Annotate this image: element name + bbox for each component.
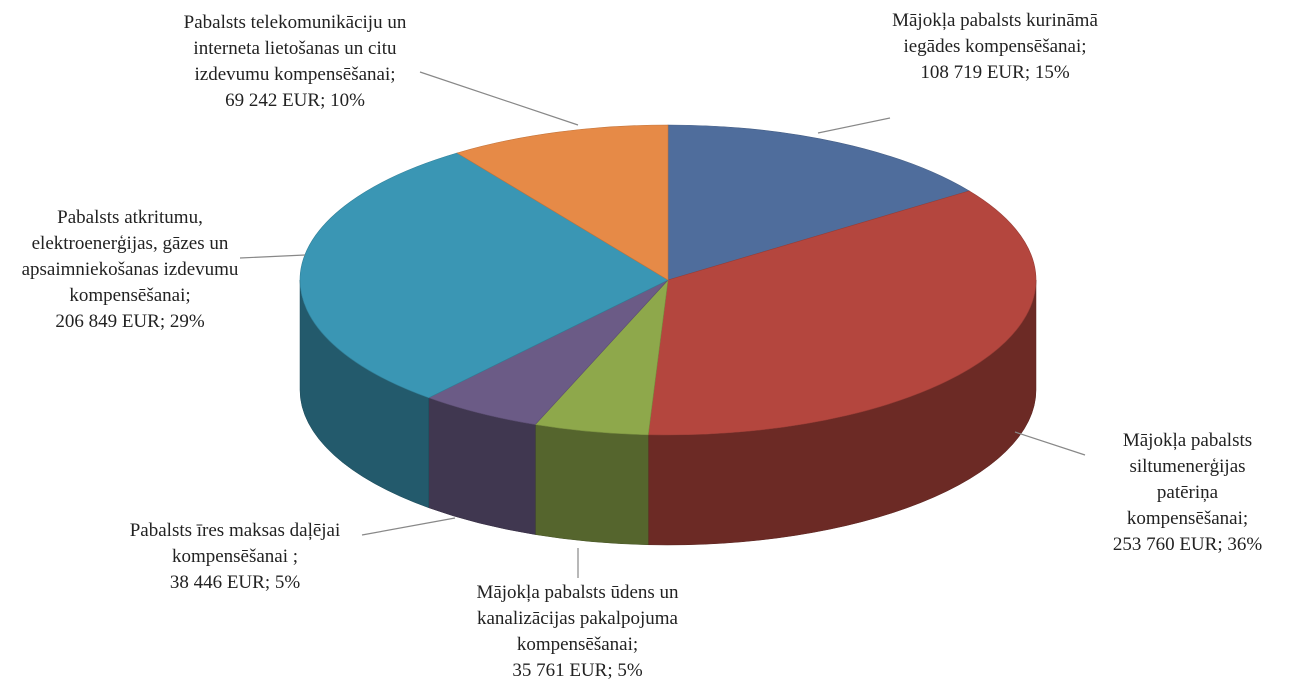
leader-line bbox=[361, 517, 456, 536]
slice bbox=[647, 190, 1037, 436]
slice-label: Pabalsts telekomunikāciju un interneta l… bbox=[165, 10, 425, 114]
category-label: Pabalsts atkritumu, elektroenerģijas, gā… bbox=[21, 207, 239, 306]
value-label: 253 760 EUR; 36% bbox=[1112, 534, 1263, 555]
slice-side bbox=[535, 424, 649, 546]
slice bbox=[299, 152, 669, 399]
slice-label: Mājokļa pabalsts ūdens un kanalizācijas … bbox=[435, 580, 720, 684]
value-label: 69 242 EUR; 10% bbox=[225, 90, 365, 111]
slice-label: Mājokļa pabalsts siltumenerģijas patēriņ… bbox=[1105, 428, 1270, 558]
value-label: 206 849 EUR; 29% bbox=[55, 311, 205, 332]
slice-label: Pabalsts īres maksas daļējai kompensēšan… bbox=[105, 518, 365, 596]
slice bbox=[456, 124, 669, 281]
category-label: Mājokļa pabalsts kurināmā iegādes kompen… bbox=[892, 10, 1098, 57]
category-label: Pabalsts telekomunikāciju un interneta l… bbox=[183, 12, 407, 85]
slices bbox=[299, 124, 1037, 546]
value-label: 108 719 EUR; 15% bbox=[920, 62, 1070, 83]
leader-lines bbox=[239, 71, 1086, 578]
category-label: Mājokļa pabalsts siltumenerģijas patēriņ… bbox=[1122, 430, 1253, 529]
slice bbox=[667, 124, 970, 281]
leader-line bbox=[817, 117, 891, 134]
category-label: Mājokļa pabalsts ūdens un kanalizācijas … bbox=[476, 582, 679, 655]
slice-label: Pabalsts atkritumu, elektroenerģijas, gā… bbox=[20, 205, 240, 335]
value-label: 35 761 EUR; 5% bbox=[512, 660, 643, 681]
category-label: Pabalsts īres maksas daļējai kompensēšan… bbox=[129, 520, 341, 567]
leader-line bbox=[1014, 431, 1086, 456]
value-label: 38 446 EUR; 5% bbox=[169, 572, 301, 593]
slice-label: Mājokļa pabalsts kurināmā iegādes kompen… bbox=[880, 8, 1110, 86]
leader-line bbox=[239, 254, 306, 259]
leader-line bbox=[419, 71, 579, 126]
